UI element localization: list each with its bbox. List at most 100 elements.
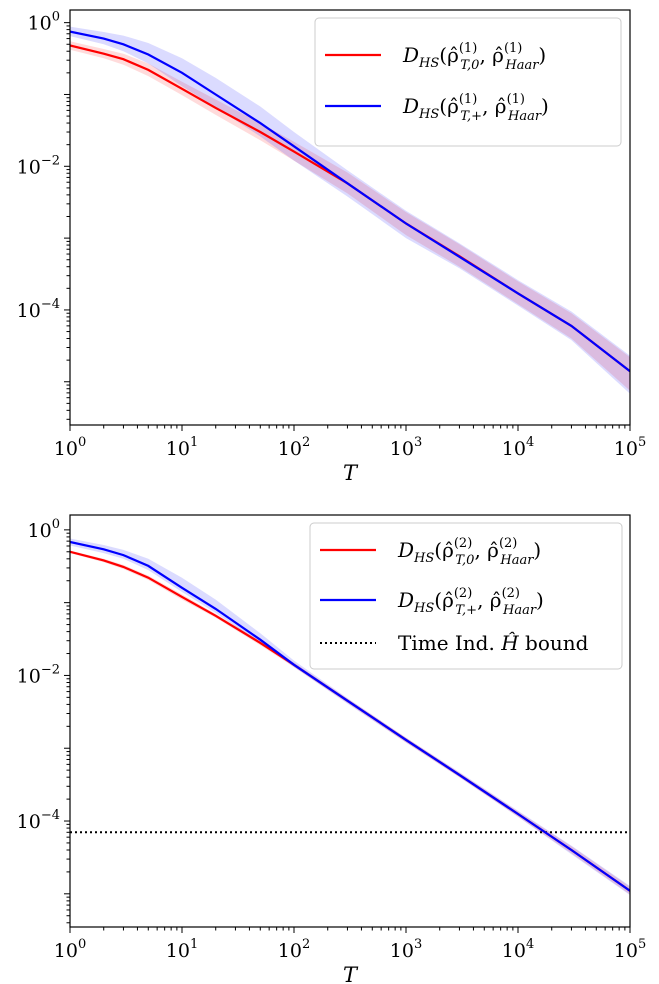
legend-d: D [397,538,414,562]
x-tick-base: 10 [502,438,526,460]
x-tick-base: 10 [390,940,414,962]
legend-sup2: (1) [507,92,525,107]
series-2-line [70,30,630,373]
legend-sup: (1) [459,92,477,107]
legend-sub: T,0 [460,58,479,73]
x-tick-base: 10 [390,438,414,460]
x-tick-exp: 2 [302,435,310,450]
legend-args2: , ρ̂ [482,94,506,118]
x-tick-label: 102 [278,435,310,460]
legend-sub2: Haar [502,603,537,618]
x-tick-label: 100 [54,937,86,962]
y-tick-label: 10−4 [17,808,60,833]
legend-box [309,522,623,670]
x-tick-label: 104 [502,435,534,460]
legend-label-bound: Time Ind. Ĥ bound [398,631,589,655]
y-tick-label: 10−2 [17,662,60,687]
y-tick-exp: −4 [41,808,60,823]
legend-d: D [402,43,419,67]
legend-args2: , ρ̂ [479,43,503,67]
y-tick-label: 10−2 [17,153,60,178]
y-tick-label: 100 [28,517,60,542]
legend-sub: T,0 [455,553,474,568]
legend-label-2: DHS(ρ̂(2) T,+, ρ̂(2) Haar) [397,586,544,618]
x-tick-exp: 3 [414,435,422,450]
legend-close: ) [533,538,541,562]
x-tick-exp: 4 [526,435,534,450]
x-tick-base: 10 [502,940,526,962]
plot-frame [69,9,631,426]
y-tick-exp: 0 [52,517,60,532]
x-tick-label: 103 [390,937,422,962]
x-tick-base: 10 [54,940,78,962]
y-tick-exp: −4 [41,297,60,312]
x-tick-exp: 0 [78,435,86,450]
y-tick-base: 10 [17,665,41,687]
y-tick-label: 10−4 [17,297,60,322]
x-tick-base: 10 [614,438,638,460]
x-tick-exp: 4 [526,937,534,952]
legend-sup2: (1) [504,41,522,56]
legend-args: (ρ̂ [434,538,454,562]
legend-sub-hs: HS [418,107,439,122]
legend-label-1: DHS(ρ̂(1) T,0, ρ̂(1) Haar) [402,41,546,73]
legend-d: D [397,588,414,612]
x-tick-label: 100 [54,435,86,460]
legend-close: ) [541,94,549,118]
legend-bound-hat: Ĥ [500,631,519,655]
y-tick-base: 10 [28,520,52,542]
y-tick-base: 10 [17,156,41,178]
x-tick-label: 102 [278,937,310,962]
y-tick-exp: −2 [41,662,60,677]
x-tick-base: 10 [614,940,638,962]
x-tick-label: 103 [390,435,422,460]
legend-bound-text: Time Ind. [398,631,501,655]
legend-d: D [402,94,419,118]
legend-bound-text2: bound [519,631,589,655]
legend-args: (ρ̂ [434,588,454,612]
legend-sup: (1) [459,41,477,56]
legend-args: (ρ̂ [439,43,459,67]
legend-sub: T,+ [460,109,482,124]
plot-area [70,538,630,896]
x-tick-exp: 5 [638,435,646,450]
x-tick-exp: 1 [190,937,198,952]
legend-args2: , ρ̂ [477,588,501,612]
legend-sub-hs: HS [413,601,434,616]
legend-args2: , ρ̂ [474,538,498,562]
x-tick-label: 105 [614,937,646,962]
y-tick-base: 10 [17,300,41,322]
x-tick-base: 10 [166,940,190,962]
y-tick-label: 100 [28,10,60,35]
legend-sub2: Haar [499,553,534,568]
x-tick-base: 10 [54,438,78,460]
x-tick-base: 10 [278,940,302,962]
x-tick-exp: 2 [302,937,310,952]
x-tick-label: 104 [502,937,534,962]
x-axis-label: T [343,461,359,485]
legend-sup: (2) [454,586,472,601]
x-tick-exp: 1 [190,435,198,450]
y-tick-exp: 0 [52,10,60,25]
legend-sub: T,+ [455,603,477,618]
legend-sup: (2) [454,536,472,551]
x-tick-exp: 3 [414,937,422,952]
legend-args: (ρ̂ [439,94,459,118]
legend-close: ) [536,588,544,612]
y-tick-exp: −2 [41,153,60,168]
plot-frame [69,514,631,928]
legend-sub2: Haar [504,58,539,73]
legend-box [314,17,622,147]
legend-sub-hs: HS [413,551,434,566]
x-tick-base: 10 [166,438,190,460]
x-tick-base: 10 [278,438,302,460]
legend-sup2: (2) [502,586,520,601]
legend-label-1: DHS(ρ̂(2) T,0, ρ̂(2) Haar) [397,536,541,568]
x-tick-label: 101 [166,937,198,962]
plot-area [70,26,630,394]
series-2-line [70,540,630,892]
legend-label-2: DHS(ρ̂(1) T,+, ρ̂(1) Haar) [402,92,549,124]
